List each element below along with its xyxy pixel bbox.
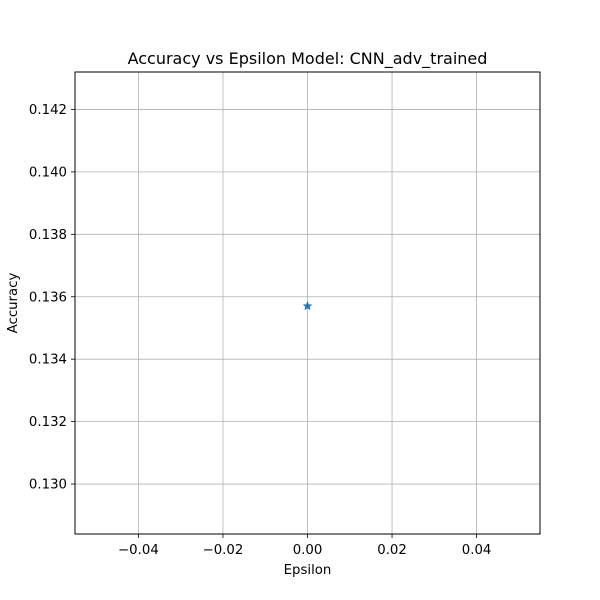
chart-title: Accuracy vs Epsilon Model: CNN_adv_train…: [128, 49, 488, 69]
x-tick-label: 0.02: [377, 543, 407, 558]
y-tick-label: 0.140: [29, 165, 67, 180]
x-tick-label: 0.04: [462, 543, 492, 558]
x-tick-label: −0.04: [118, 543, 159, 558]
x-axis-label: Epsilon: [284, 563, 332, 578]
y-tick-label: 0.130: [29, 478, 67, 493]
data-points: [302, 300, 313, 311]
grid-lines: [75, 72, 540, 534]
y-tick-label: 0.132: [29, 415, 67, 430]
x-tick-label: −0.02: [203, 543, 244, 558]
y-tick-label: 0.134: [29, 353, 67, 368]
y-axis-label: Accuracy: [6, 273, 21, 334]
y-tick-label: 0.142: [29, 103, 67, 118]
y-tick-label: 0.136: [29, 290, 67, 305]
y-tick-label: 0.138: [29, 228, 67, 243]
axis-ticks: −0.04 −0.02 0.00 0.02 0.04 0.130 0.132 0.134 0.1…: [29, 103, 491, 558]
x-tick-label: 0.00: [293, 543, 323, 558]
data-point-star: [302, 300, 313, 311]
